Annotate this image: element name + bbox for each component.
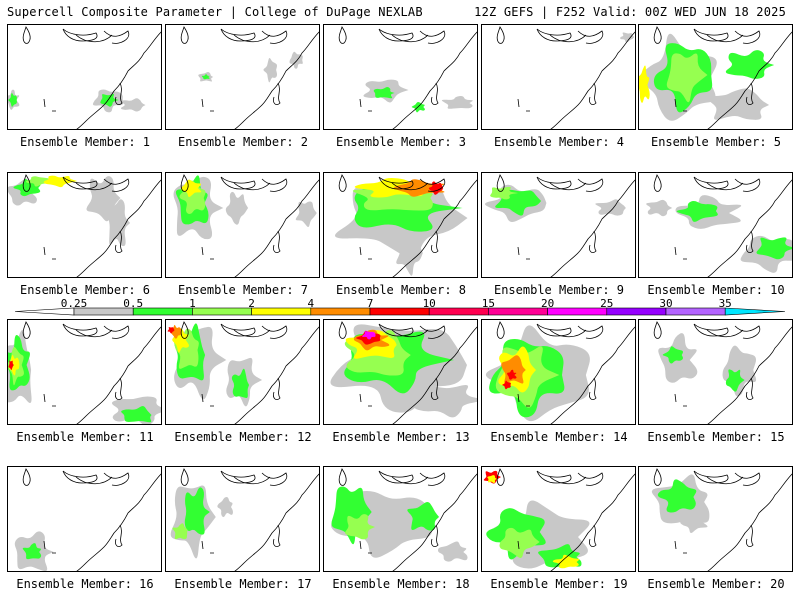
colorbar-tick-label: 10 [422,297,436,310]
ensemble-member-13-map [323,319,478,425]
ensemble-member-17-map [165,466,320,572]
member-11-field [8,321,161,424]
member-9-field [484,174,635,277]
colorbar [14,307,786,316]
ensemble-member-10-map [638,172,793,278]
colorbar-tick-label: 4 [307,297,315,310]
ensemble-member-label: Ensemble Member: 6 [19,283,151,297]
ensemble-member-15-map [638,319,793,425]
header-title: Supercell Composite Parameter | College … [7,5,423,19]
ensemble-member-label: Ensemble Member: 2 [177,135,309,149]
ensemble-member-5-map [638,24,793,130]
ensemble-member-8-map [323,172,478,278]
ensemble-member-12-map [165,319,320,425]
ensemble-member-11-map [7,319,162,425]
member-16-field [14,468,161,571]
colorbar-segment-25 [606,307,667,316]
ensemble-member-4-map [481,24,636,130]
colorbar-tick-label: 15 [481,297,496,310]
member-17-field [170,468,319,571]
ensemble-member-label: Ensemble Member: 18 [332,577,470,591]
ensemble-member-label: Ensemble Member: 10 [647,283,785,297]
ensemble-member-label: Ensemble Member: 20 [647,577,785,591]
member-6-field [8,174,161,277]
colorbar-segment-20 [547,307,608,316]
ensemble-member-1-map [7,24,162,130]
ensemble-member-9-map [481,172,636,278]
ensemble-member-label: Ensemble Member: 1 [19,135,151,149]
colorbar-tick-label: 20 [540,297,555,310]
member-4-field [496,26,635,129]
ensemble-member-14-map [481,319,636,425]
colorbar-tick-label: 7 [366,297,374,310]
ensemble-member-6-map [7,172,162,278]
colorbar-segment-1 [192,307,252,316]
colorbar-tick-label: 0.5 [123,297,144,310]
ensemble-member-label: Ensemble Member: 5 [650,135,782,149]
member-20-field [651,468,792,571]
ensemble-member-7-map [165,172,320,278]
colorbar-segment-30 [665,307,726,316]
member-5-field [639,26,792,129]
ensemble-member-label: Ensemble Member: 8 [335,283,467,297]
ensemble-member-18-map [323,466,478,572]
ensemble-member-19-map [481,466,636,572]
colorbar-segment-15 [488,307,548,316]
colorbar-tick-label: 1 [189,297,196,310]
ensemble-member-label: Ensemble Member: 14 [490,430,628,444]
colorbar-segment-2 [251,307,312,316]
ensemble-member-label: Ensemble Member: 11 [16,430,154,444]
colorbar-tick-label: 30 [659,297,673,310]
member-15-field [653,321,792,424]
colorbar-segment-4 [310,307,371,316]
member-1-field [8,26,161,129]
ensemble-member-20-map [638,466,793,572]
member-10-field [646,174,792,277]
member-12-field [167,321,319,424]
member-7-field [173,174,319,277]
member-3-field [338,26,477,129]
ensemble-member-label: Ensemble Member: 17 [174,577,312,591]
colorbar-tick-label: 25 [600,297,614,310]
ensemble-member-3-map [323,24,478,130]
colorbar-segment-7 [369,307,430,316]
ensemble-member-label: Ensemble Member: 16 [16,577,154,591]
ensemble-member-label: Ensemble Member: 13 [332,430,470,444]
ensemble-member-label: Ensemble Member: 9 [493,283,625,297]
member-18-field [331,468,477,571]
ensemble-member-2-map [165,24,320,130]
ensemble-member-label: Ensemble Member: 19 [490,577,628,591]
ensemble-member-label: Ensemble Member: 3 [335,135,467,149]
member-14-field [485,321,635,424]
colorbar-segment-10 [428,307,489,316]
member-13-field [330,321,477,424]
member-19-field [483,468,635,571]
ensemble-member-label: Ensemble Member: 15 [647,430,785,444]
colorbar-tick-label: 2 [248,297,255,310]
colorbar-tick-label: 0.25 [60,297,88,310]
colorbar-segment-35 [724,307,786,316]
header-valid-time: 12Z GEFS | F252 Valid: 00Z WED JUN 18 20… [474,5,786,19]
colorbar-tick-label: 35 [718,297,732,310]
member-2-field [180,26,319,129]
member-8-field [334,174,477,277]
ensemble-member-label: Ensemble Member: 12 [174,430,312,444]
ensemble-member-label: Ensemble Member: 4 [493,135,625,149]
ensemble-member-16-map [7,466,162,572]
ensemble-member-label: Ensemble Member: 7 [177,283,309,297]
